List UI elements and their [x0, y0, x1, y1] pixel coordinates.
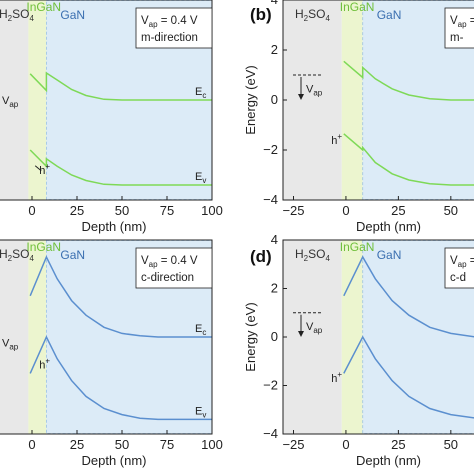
conduction-band-line	[343, 255, 474, 338]
x-tick-label: 0	[342, 437, 349, 452]
region-label-ingan: InGaN	[26, 0, 61, 14]
hole-annotation: h+	[331, 370, 342, 385]
vap-arrow-head	[298, 331, 304, 337]
y-tick-label: 0	[271, 92, 278, 107]
hole-annotation: h+	[39, 162, 50, 177]
region-ingan	[28, 0, 47, 200]
x-tick-label: 0	[28, 437, 35, 452]
condition-box	[444, 247, 474, 289]
y-tick-label: 0	[271, 329, 278, 344]
applied-voltage-label: Vap = V	[450, 255, 474, 269]
x-axis-label: Depth (nm)	[81, 219, 146, 234]
conduction-band-line	[29, 255, 212, 338]
x-tick-label: −25	[282, 203, 304, 218]
ec-label: Ec	[195, 323, 206, 337]
y-tick-label: 2	[271, 42, 278, 57]
hole-annotation: h+	[39, 357, 50, 372]
y-tick-label: 2	[271, 281, 278, 296]
region-label-ingan: InGaN	[340, 0, 375, 14]
ev-label: Ev	[195, 405, 206, 419]
region-electrolyte	[283, 240, 342, 434]
direction-label: m-direction	[141, 32, 198, 44]
x-axis-label: Depth (nm)	[81, 453, 146, 468]
condition-box	[444, 7, 474, 49]
region-electrolyte	[0, 0, 29, 200]
applied-voltage-label: Vap = 0.4 V	[141, 15, 198, 29]
region-ingan	[341, 240, 363, 434]
vap-arrow-head	[298, 94, 304, 100]
y-tick-label: −2	[263, 142, 278, 157]
x-axis-label: Depth (nm)	[356, 453, 421, 468]
x-tick-label: 75	[160, 203, 174, 218]
x-tick-label: 0	[28, 203, 35, 218]
ec-label: Ec	[195, 86, 206, 100]
vap-annotation: Vap	[306, 84, 323, 98]
conduction-band-line	[343, 60, 474, 101]
x-tick-label: 75	[160, 437, 174, 452]
y-axis-label: Energy (eV)	[243, 302, 258, 371]
applied-voltage-label: Vap = 0.4 V	[141, 255, 198, 269]
y-tick-label: 4	[271, 0, 278, 7]
x-tick-label: 25	[70, 437, 84, 452]
condition-box	[135, 7, 213, 49]
region-label-gan: GaN	[377, 248, 402, 262]
x-tick-label: 25	[70, 203, 84, 218]
condition-box	[135, 247, 213, 289]
x-tick-label: 0	[342, 203, 349, 218]
conduction-band-line	[29, 71, 212, 101]
panel-label: (d)	[250, 247, 272, 266]
region-electrolyte	[0, 240, 29, 434]
region-label-gan: GaN	[60, 8, 85, 22]
plot-frame	[0, 0, 213, 201]
ev-label: Ev	[195, 171, 206, 185]
x-tick-label: 50	[444, 203, 458, 218]
x-tick-label: 25	[391, 203, 405, 218]
plot-frame	[0, 239, 213, 435]
y-tick-label: −4	[263, 192, 278, 207]
region-label-gan: GaN	[377, 8, 402, 22]
x-tick-label: 50	[115, 203, 129, 218]
region-ingan	[28, 240, 47, 434]
region-label-ingan: InGaN	[340, 240, 375, 254]
x-tick-label: −25	[282, 437, 304, 452]
y-axis-label: Energy (eV)	[243, 65, 258, 134]
valence-band-line	[29, 335, 212, 421]
valence-band-line	[343, 133, 474, 186]
region-label-electrolyte: H2SO4	[0, 247, 34, 263]
valence-band-line	[343, 335, 474, 419]
panel-label: (b)	[250, 5, 272, 24]
direction-label: m-	[450, 32, 464, 44]
vap-annotation: Vap	[2, 338, 19, 352]
y-tick-label: −4	[263, 426, 278, 441]
x-tick-label: 50	[115, 437, 129, 452]
region-label-gan: GaN	[60, 248, 85, 262]
y-tick-label: 4	[271, 232, 278, 247]
x-tick-label: 25	[391, 437, 405, 452]
y-tick-label: −2	[263, 378, 278, 393]
direction-label: c-d	[450, 272, 466, 284]
region-electrolyte	[283, 0, 342, 200]
direction-label: c-direction	[141, 272, 194, 284]
vap-annotation: Vap	[2, 95, 19, 109]
region-ingan	[341, 0, 363, 200]
x-axis-label: Depth (nm)	[356, 219, 421, 234]
x-tick-label: 100	[201, 203, 223, 218]
vap-annotation: Vap	[306, 321, 323, 335]
hole-pointer	[34, 165, 42, 172]
x-tick-label: 100	[201, 437, 223, 452]
hole-annotation: h+	[331, 132, 342, 147]
region-label-electrolyte: H2SO4	[295, 247, 330, 263]
applied-voltage-label: Vap = 0.	[450, 15, 474, 29]
valence-band-line	[29, 149, 212, 186]
x-tick-label: 50	[444, 437, 458, 452]
region-label-electrolyte: H2SO4	[0, 7, 34, 23]
region-label-electrolyte: H2SO4	[295, 7, 330, 23]
region-label-ingan: InGaN	[26, 240, 61, 254]
